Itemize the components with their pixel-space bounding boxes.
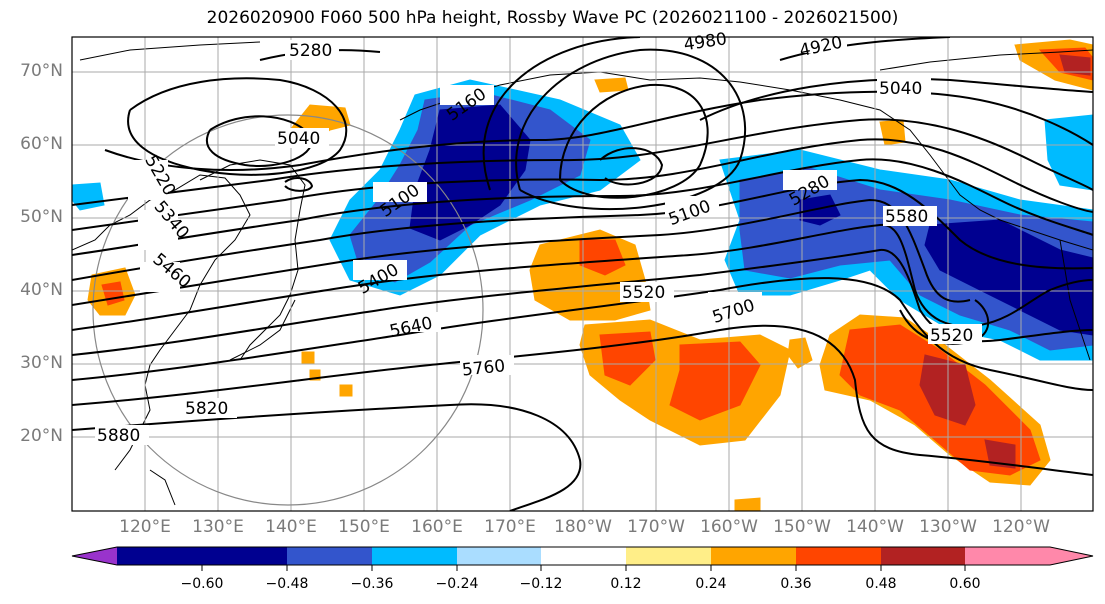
lon-label: 120°W: [992, 517, 1050, 537]
coastline: [1059, 239, 1091, 361]
colorbar-tick-label: 0.60: [949, 576, 981, 592]
colorbar-segment: [117, 547, 202, 565]
negative-anomaly-area: [1044, 114, 1093, 191]
map-frame: [71, 36, 1094, 512]
lon-label: 160°W: [700, 517, 758, 537]
height-contour: [515, 48, 746, 211]
lon-label: 130°E: [192, 517, 244, 537]
colorbar-segment: [965, 547, 1050, 565]
lat-label: 30°N: [20, 353, 63, 373]
colorbar-tick-label: 0.36: [780, 576, 812, 592]
lon-label: 140°E: [265, 517, 317, 537]
height-contour: [104, 90, 1093, 171]
colorbar-tick-label: 0.12: [610, 576, 642, 592]
colorbar-segment: [541, 547, 626, 565]
lon-label: 180°W: [554, 517, 612, 537]
height-contour: [72, 138, 1093, 231]
height-contour: [599, 147, 664, 186]
colorbar-segment: [287, 547, 372, 565]
coastline: [199, 159, 306, 361]
height-contour: [72, 403, 582, 511]
colorbar-segment: [711, 547, 796, 565]
height-contour: [284, 177, 314, 192]
height-contour: [205, 115, 313, 167]
height-contour: [72, 158, 1093, 256]
map-title: 2026020900 F060 500 hPa height, Rossby W…: [206, 8, 899, 28]
contour-label: 5760: [461, 356, 506, 380]
colorbar-segment: [372, 547, 457, 565]
height-contour: [72, 118, 1093, 206]
coastline: [79, 41, 261, 61]
height-contour: [72, 277, 1093, 391]
contour-label: 5520: [622, 283, 665, 303]
lon-label: 130°W: [919, 517, 977, 537]
contour-label: 5040: [277, 129, 320, 149]
colorbar-tick-label: 0.24: [695, 576, 727, 592]
positive-anomaly-area: [301, 351, 315, 365]
contour-label-backgrounds: [95, 37, 982, 445]
contour-label: 5580: [885, 207, 928, 227]
colorbar-over-arrow: [1050, 547, 1093, 565]
coastline: [879, 49, 1093, 71]
negative-anomaly-area: [409, 104, 531, 241]
contour-label: 5040: [879, 79, 922, 99]
contour-label: 5880: [97, 426, 140, 446]
height-contour: [559, 83, 709, 199]
lat-label: 60°N: [20, 134, 63, 154]
colorbar: [71, 546, 1094, 571]
colorbar-segment: [626, 547, 711, 565]
positive-anomaly-area: [579, 239, 626, 276]
lat-label: 20°N: [20, 426, 63, 446]
colorbar-segment: [457, 547, 541, 565]
height-contour: [72, 223, 1093, 331]
colorbar-segment: [202, 547, 287, 565]
height-contour: [72, 324, 1093, 476]
contour-label: 5520: [930, 326, 973, 346]
colorbar-tick-label: −0.12: [519, 576, 563, 592]
lat-label: 40°N: [20, 280, 63, 300]
contour-label: 5280: [289, 41, 332, 61]
negative-anomaly-area: [72, 182, 105, 211]
lon-label: 170°W: [627, 517, 685, 537]
height-contour: [127, 77, 348, 176]
colorbar-under-arrow: [72, 547, 117, 565]
lon-label: 150°W: [773, 517, 831, 537]
colorbar-segment: [796, 547, 881, 565]
positive-anomaly-area: [339, 384, 353, 397]
colorbar-tick-label: −0.60: [180, 576, 224, 592]
coastline: [149, 469, 176, 506]
colorbar-ticks: [201, 565, 966, 571]
positive-anomaly-area: [984, 439, 1016, 469]
lon-label: 150°E: [338, 517, 390, 537]
positive-anomaly-area: [1059, 54, 1091, 76]
colorbar-tick-label: −0.24: [435, 576, 479, 592]
positive-anomaly-area: [669, 341, 761, 421]
height-contours: [72, 37, 1093, 511]
lon-label: 160°E: [411, 517, 463, 537]
height-contour: [72, 198, 971, 306]
height-contour: [779, 37, 951, 61]
negative-anomaly-area: [924, 219, 1093, 336]
lon-label: 140°W: [846, 517, 904, 537]
positive-anomaly-area: [594, 77, 629, 93]
lat-label: 70°N: [20, 61, 63, 81]
range-circle: [92, 114, 484, 506]
positive-anomaly-area: [734, 497, 761, 511]
height-contour: [482, 37, 641, 191]
contour-label: 4980: [682, 29, 728, 55]
colorbar-segment: [881, 547, 965, 565]
colorbar-tick-label: −0.48: [265, 576, 309, 592]
colorbar-tick-label: −0.36: [350, 576, 394, 592]
coastline: [229, 299, 296, 361]
lon-label: 120°E: [119, 517, 171, 537]
map-field: [72, 37, 1093, 511]
colorbar-tick-label: 0.48: [865, 576, 897, 592]
lat-label: 50°N: [20, 207, 63, 227]
contour-label: 5820: [185, 399, 228, 419]
colorbar-outline: [71, 546, 1094, 566]
lon-label: 170°E: [484, 517, 536, 537]
